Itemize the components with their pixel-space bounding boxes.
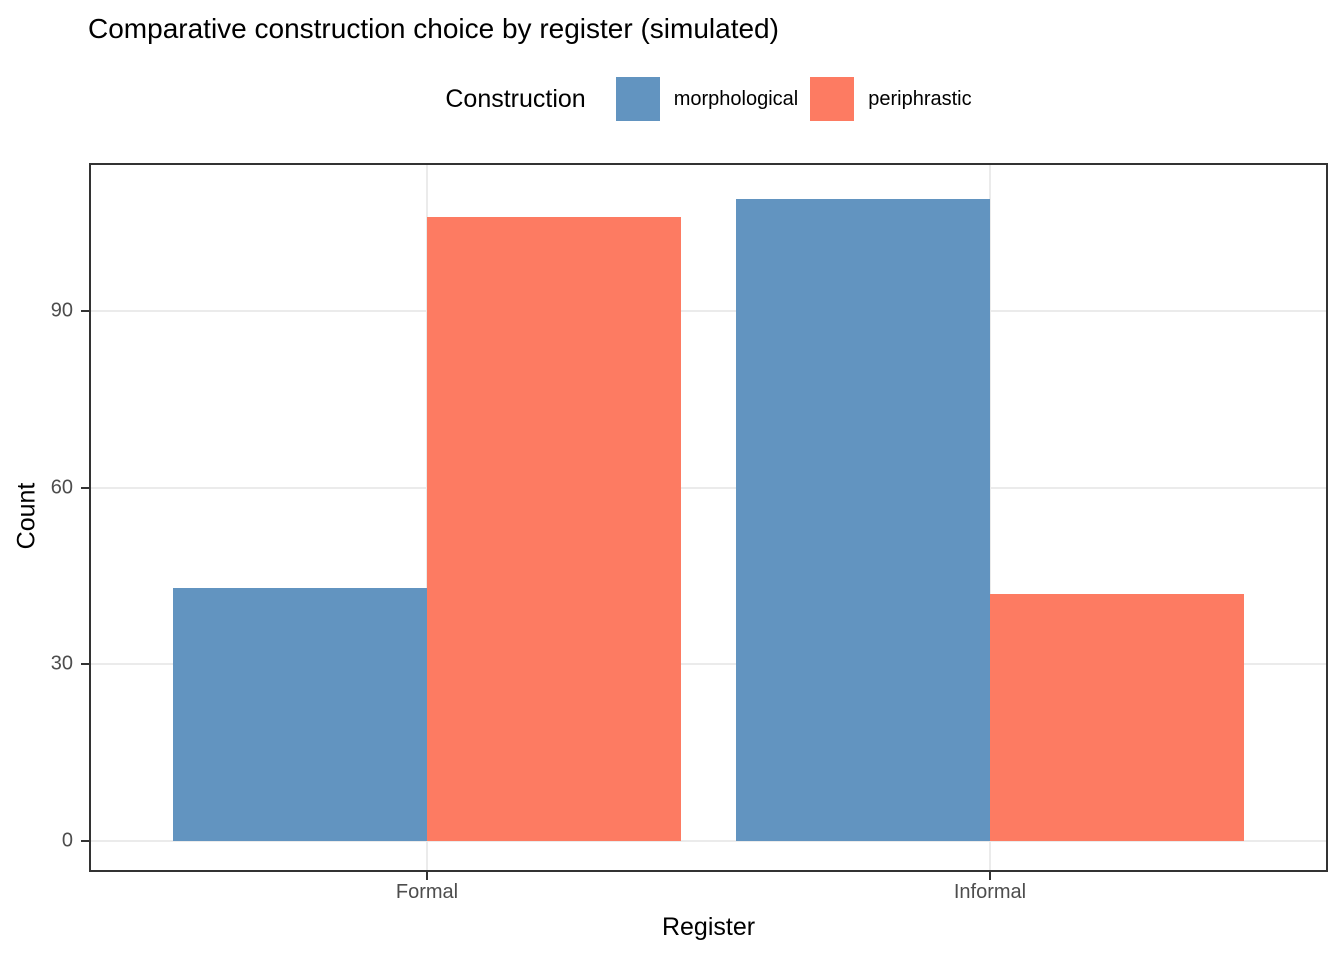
legend-item-label: periphrastic	[868, 87, 972, 110]
x-tick-mark	[426, 870, 428, 880]
y-gridline	[91, 840, 1326, 842]
x-tick-label: Formal	[395, 881, 459, 903]
bar-periphrastic-informal	[990, 594, 1244, 841]
y-tick-mark	[81, 840, 89, 842]
y-gridline	[91, 663, 1326, 665]
y-tick-mark	[81, 310, 89, 312]
legend-title: Construction	[445, 84, 586, 113]
y-gridline	[91, 310, 1326, 312]
plot-panel: 0 30 60 90 Formal Informal	[51, 163, 1328, 903]
y-tick-label: 30	[50, 652, 73, 675]
legend-key-morphological-swatch	[615, 77, 660, 121]
y-gridline	[91, 487, 1326, 489]
legend: Construction morphological periphrastic	[89, 70, 1328, 128]
x-tick-mark	[989, 870, 991, 880]
bar-periphrastic-formal	[427, 217, 681, 841]
bar-morphological-formal	[173, 588, 427, 841]
y-axis-title: Count	[12, 482, 41, 550]
y-tick-label: 0	[61, 829, 73, 852]
y-tick-label: 60	[50, 476, 73, 499]
y-tick-mark	[81, 487, 89, 489]
x-tick-label: Informal	[953, 881, 1027, 903]
y-tick-label: 90	[50, 299, 73, 322]
y-tick-mark	[81, 663, 89, 665]
legend-item-morphological: morphological	[615, 77, 799, 121]
x-gridline	[989, 165, 991, 870]
legend-key-periphrastic-swatch	[810, 77, 855, 121]
chart-title: Comparative construction choice by regis…	[88, 13, 779, 44]
x-axis-title: Register	[661, 913, 756, 941]
bar-morphological-informal	[736, 199, 990, 841]
legend-item-periphrastic: periphrastic	[810, 77, 972, 121]
legend-item-label: morphological	[673, 87, 799, 110]
